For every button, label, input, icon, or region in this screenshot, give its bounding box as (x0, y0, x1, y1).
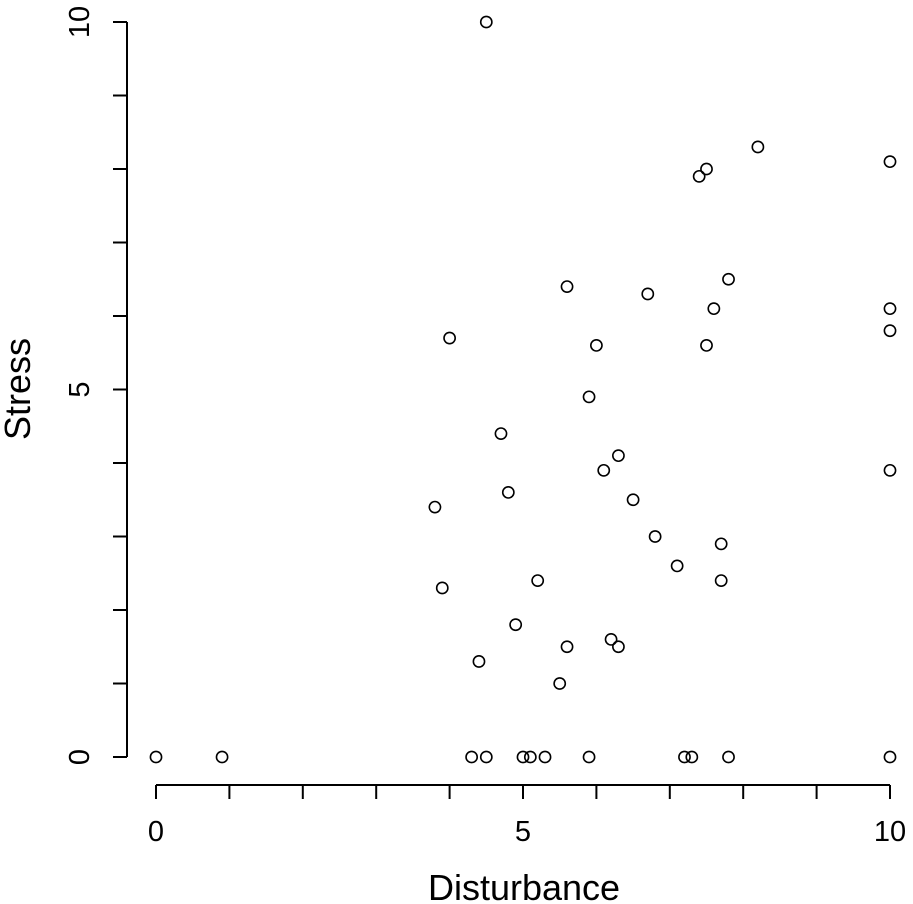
data-point (707, 302, 721, 316)
y-axis-title: Stress (0, 338, 38, 440)
data-point (685, 750, 699, 764)
data-point (612, 449, 625, 463)
data-point (479, 15, 493, 29)
x-tick-label: 0 (148, 816, 164, 848)
data-point (714, 574, 728, 587)
data-point (501, 485, 515, 499)
data-point (523, 750, 537, 764)
data-point (700, 338, 713, 352)
data-point (553, 677, 567, 690)
data-point (883, 324, 897, 338)
data-point (612, 640, 625, 654)
data-point (700, 162, 713, 176)
data-point (582, 390, 596, 404)
data-point (582, 750, 596, 764)
data-point (443, 331, 456, 345)
x-axis: 0 5 10 (148, 784, 906, 848)
x-tick-label: 5 (515, 816, 531, 848)
data-point (215, 750, 229, 764)
data-point (648, 530, 662, 543)
data-point (509, 618, 523, 632)
data-point (714, 537, 728, 551)
x-axis-title: Disturbance (428, 867, 620, 904)
y-tick-label: 10 (64, 6, 96, 38)
data-point (641, 287, 655, 301)
data-points (149, 15, 897, 764)
data-point (465, 750, 479, 764)
data-point (472, 655, 486, 668)
data-point (479, 750, 493, 764)
data-point (751, 140, 765, 154)
data-point (883, 302, 897, 316)
y-tick-label: 0 (64, 749, 96, 765)
data-point (670, 559, 684, 573)
data-point (516, 750, 530, 764)
data-point (626, 493, 640, 507)
data-point (494, 427, 508, 440)
data-point (722, 750, 735, 764)
data-point (531, 574, 545, 587)
y-tick-label: 5 (64, 381, 96, 397)
data-point (883, 463, 897, 477)
data-point (428, 500, 442, 514)
data-point (590, 338, 603, 352)
data-point (604, 633, 618, 646)
data-point (883, 750, 897, 764)
data-point (692, 169, 706, 183)
data-point (435, 581, 449, 595)
x-tick-label: 10 (874, 816, 906, 848)
y-axis: 0 5 10 (64, 6, 128, 765)
data-point (678, 750, 691, 764)
data-point (538, 750, 552, 764)
data-point (560, 280, 574, 293)
data-point (560, 640, 574, 654)
data-point (149, 750, 163, 764)
data-point (722, 272, 735, 286)
data-point (597, 463, 611, 477)
data-point (883, 155, 897, 169)
